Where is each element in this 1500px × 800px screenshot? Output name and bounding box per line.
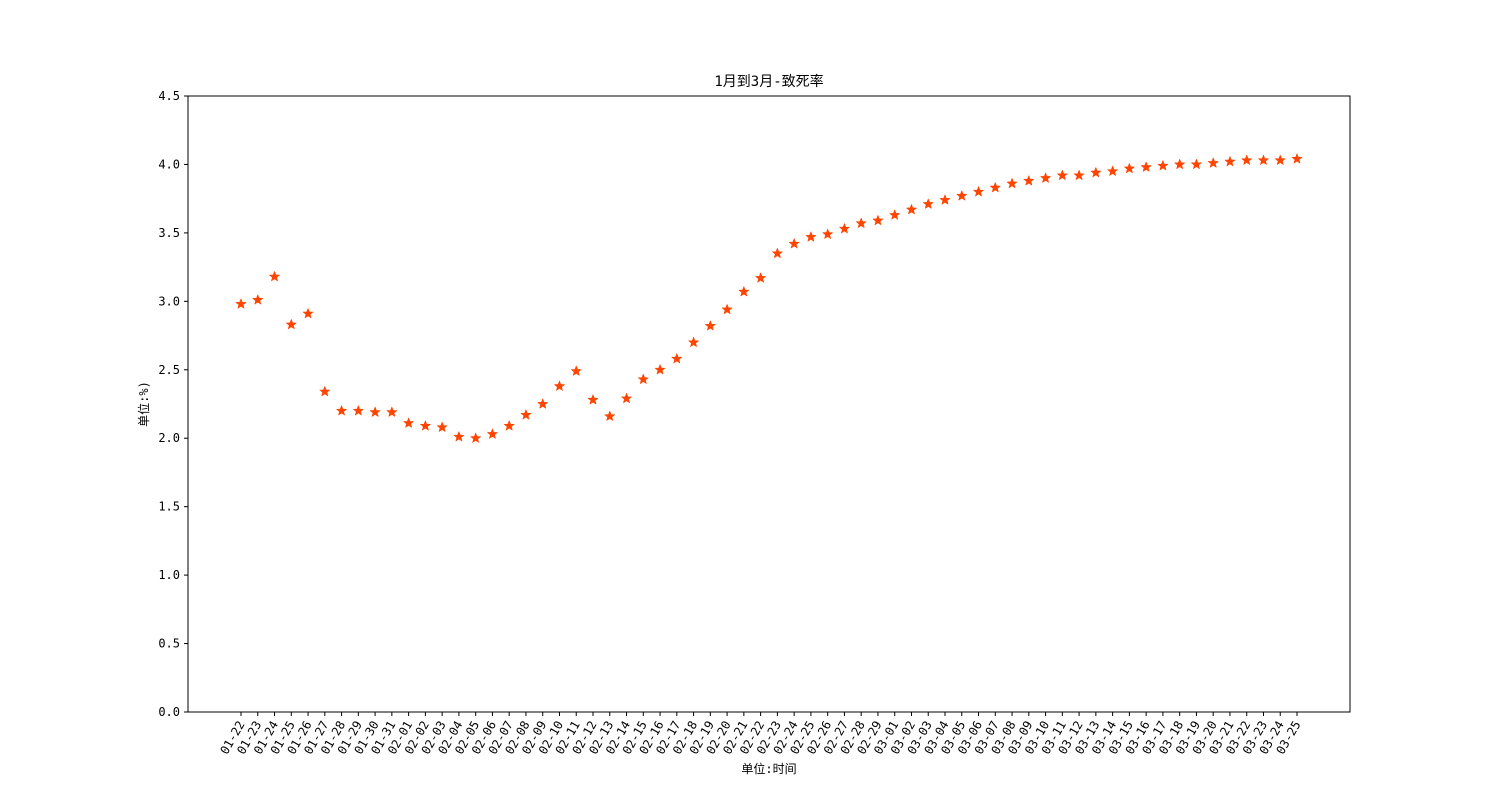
data-point	[889, 209, 900, 220]
data-point	[922, 198, 934, 209]
data-point	[855, 217, 867, 228]
data-point	[1006, 178, 1018, 189]
data-point	[1073, 169, 1085, 180]
data-point	[269, 271, 280, 282]
data-point	[654, 364, 666, 375]
data-point	[671, 353, 683, 364]
data-point	[973, 186, 984, 197]
data-point	[453, 431, 465, 442]
data-point	[772, 247, 783, 258]
data-point	[705, 320, 716, 331]
data-point	[1057, 169, 1068, 180]
data-point	[822, 228, 833, 239]
data-point	[1090, 167, 1102, 178]
data-point	[1274, 154, 1286, 165]
data-point	[1124, 163, 1135, 174]
data-point	[755, 272, 766, 283]
data-point	[1258, 154, 1269, 165]
data-point	[235, 298, 247, 309]
y-tick-label: 3.0	[158, 294, 180, 308]
data-point	[1207, 157, 1219, 168]
data-point	[353, 405, 364, 416]
data-point	[386, 406, 398, 417]
y-tick-label: 4.0	[158, 157, 180, 171]
x-axis-label: 单位:时间	[741, 761, 796, 776]
data-point	[1140, 161, 1152, 172]
data-point	[805, 231, 817, 242]
y-tick-label: 2.5	[158, 363, 180, 377]
data-point	[990, 182, 1001, 193]
data-point	[302, 308, 314, 319]
data-point	[587, 394, 599, 405]
x-axis: 01-2201-2301-2401-2501-2601-2701-2801-29…	[217, 712, 1304, 757]
data-point	[520, 409, 532, 420]
data-point	[738, 286, 750, 297]
data-point	[554, 380, 565, 391]
y-axis: 0.0 0.5 1.0 1.5 2.0 2.5 3.0 3.5 4.0 4.5	[158, 89, 188, 719]
data-point	[1174, 158, 1185, 169]
y-tick-label: 0.0	[158, 705, 180, 719]
data-point	[906, 204, 917, 215]
data-point	[1023, 175, 1035, 186]
data-point	[420, 420, 431, 431]
y-tick-label: 1.5	[158, 500, 180, 514]
data-point	[369, 406, 381, 417]
data-point	[286, 319, 297, 330]
data-point	[403, 417, 414, 428]
y-tick-label: 2.0	[158, 431, 180, 445]
data-point	[688, 336, 699, 347]
data-point	[319, 386, 331, 397]
data-point	[872, 215, 884, 226]
y-tick-label: 4.5	[158, 89, 180, 103]
y-tick-label: 3.5	[158, 226, 180, 240]
chart-title: 1月到3月-致死率	[714, 73, 823, 90]
y-tick-label: 1.0	[158, 568, 180, 582]
data-point	[1157, 160, 1169, 171]
data-point	[1191, 158, 1202, 169]
plot-area	[187, 95, 1351, 713]
data-point	[1107, 165, 1118, 176]
data-point	[436, 421, 448, 432]
y-axis-label: 单位:%)	[136, 381, 151, 427]
data-point	[604, 410, 616, 421]
y-tick-label: 0.5	[158, 637, 180, 651]
data-point	[1224, 156, 1236, 167]
data-point	[956, 190, 968, 201]
data-point	[788, 238, 800, 249]
data-point	[336, 405, 347, 416]
data-point	[939, 194, 951, 205]
data-point	[1040, 172, 1051, 183]
data-point	[487, 428, 498, 439]
data-point	[839, 223, 850, 234]
data-point	[638, 373, 649, 384]
data-point	[721, 304, 733, 315]
data-point	[503, 420, 515, 431]
data-point	[621, 393, 632, 404]
data-point	[1241, 154, 1252, 165]
data-point	[537, 398, 548, 409]
data-series	[235, 153, 1303, 443]
data-point	[470, 432, 481, 443]
data-point	[1291, 153, 1303, 164]
data-point	[570, 365, 582, 376]
data-point	[252, 294, 264, 305]
